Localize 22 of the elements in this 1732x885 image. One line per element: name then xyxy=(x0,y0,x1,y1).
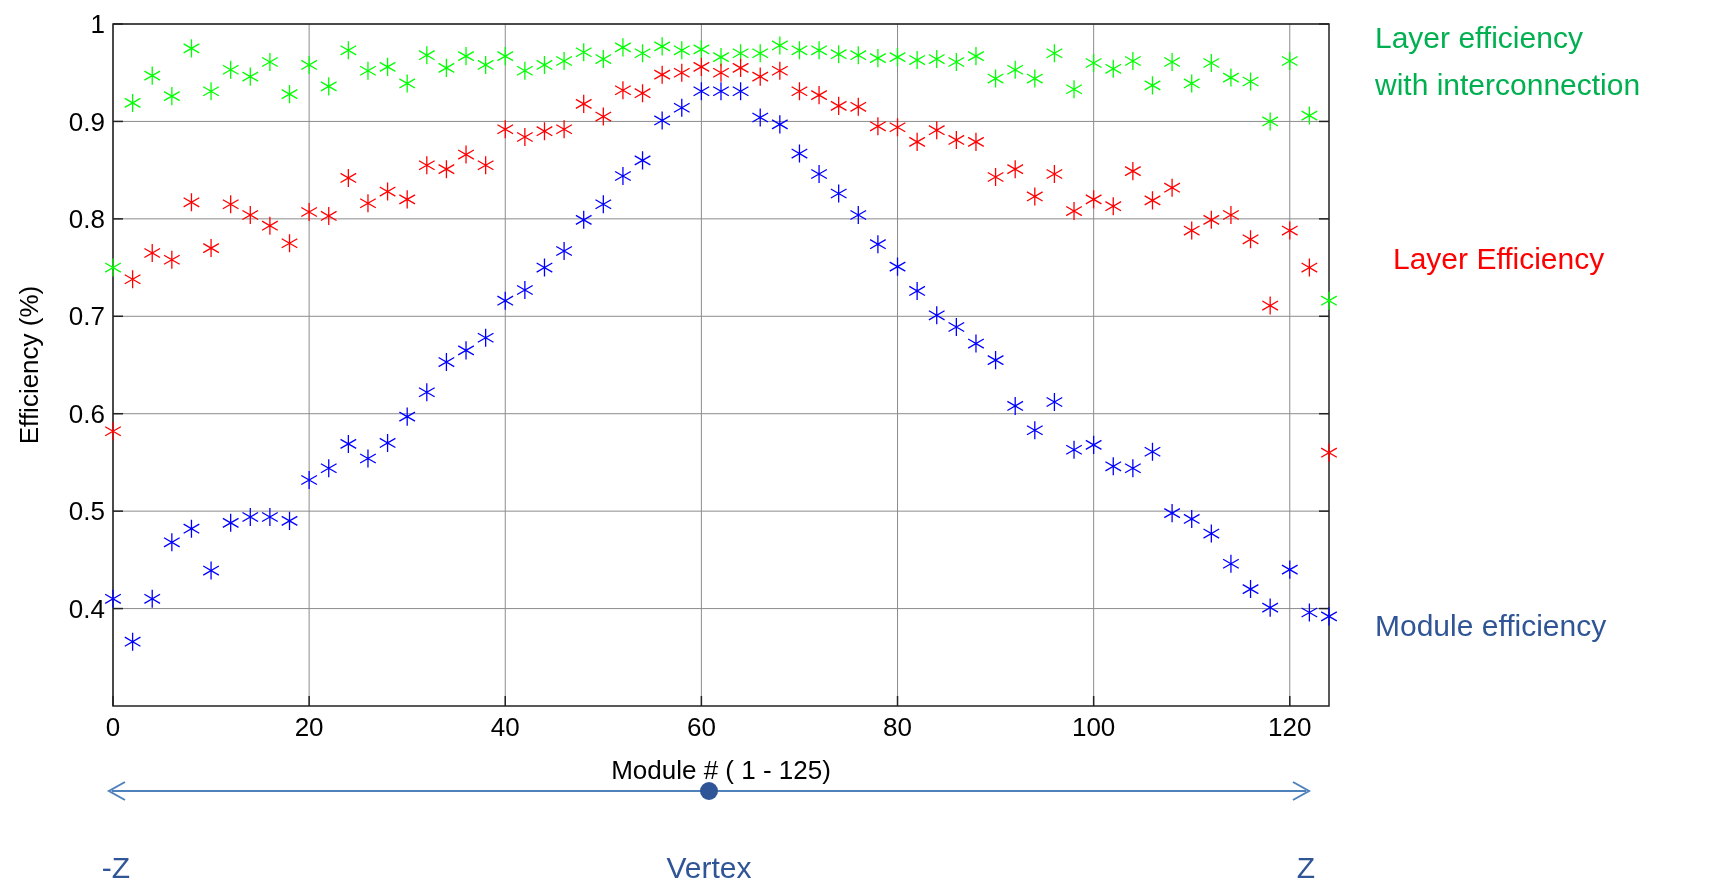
x-tick-label: 100 xyxy=(1071,712,1116,742)
y-axis-title: Efficiency (%) xyxy=(14,285,44,445)
text: Vertex xyxy=(666,851,752,884)
y-tick-label: 0.4 xyxy=(68,593,105,624)
y-tick-label: 0.9 xyxy=(68,106,105,137)
x-tick-label: 80 xyxy=(883,712,912,742)
series-label: Module efficiency xyxy=(1375,609,1607,642)
x-tick-label: 20 xyxy=(294,712,324,742)
x-tick-label: 0 xyxy=(105,712,121,742)
x-tick-label: 60 xyxy=(686,712,716,742)
y-tick-label: 0.5 xyxy=(68,496,105,527)
x-tick-label: 40 xyxy=(490,712,520,742)
y-tick-label: 1 xyxy=(90,9,105,40)
text: -Z xyxy=(101,851,131,884)
y-tick-label: 0.8 xyxy=(68,203,105,234)
y-tick-label: 0.6 xyxy=(68,398,105,429)
series-label: Layer efficiency with interconnection xyxy=(1374,21,1641,101)
text: Z xyxy=(1296,851,1316,884)
text: Layer Efficiency xyxy=(1393,242,1605,275)
x-tick-label: 120 xyxy=(1268,712,1312,742)
x-axis-title: Module # ( 1 - 125) xyxy=(611,755,831,785)
y-tick-label: 0.7 xyxy=(68,301,105,332)
